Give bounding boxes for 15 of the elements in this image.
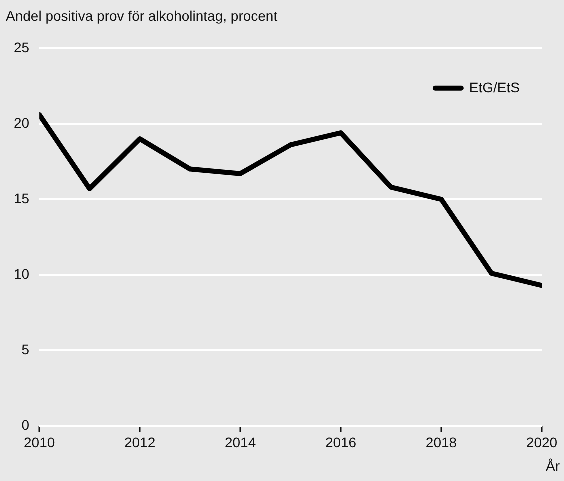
x-tick-label: 2010 (24, 434, 56, 450)
y-tick-label: 20 (14, 114, 30, 131)
x-tick-label: 2012 (124, 434, 156, 450)
y-tick-label: 10 (14, 266, 30, 282)
x-tick-label: 2014 (224, 434, 256, 450)
x-tick-label: 2016 (325, 434, 357, 450)
y-tick-label: 25 (14, 39, 30, 56)
y-tick-label: 0 (22, 417, 30, 434)
legend-label: EtG/EtS (469, 79, 520, 96)
y-tick-label: 5 (22, 342, 30, 358)
y-axis-title: Andel positiva prov för alkoholintag, procent (6, 8, 278, 24)
y-tick-label: 15 (14, 190, 30, 206)
x-axis-title: År (546, 458, 560, 474)
x-tick-label: 2018 (426, 434, 458, 450)
x-tick-label: 2020 (526, 434, 558, 450)
